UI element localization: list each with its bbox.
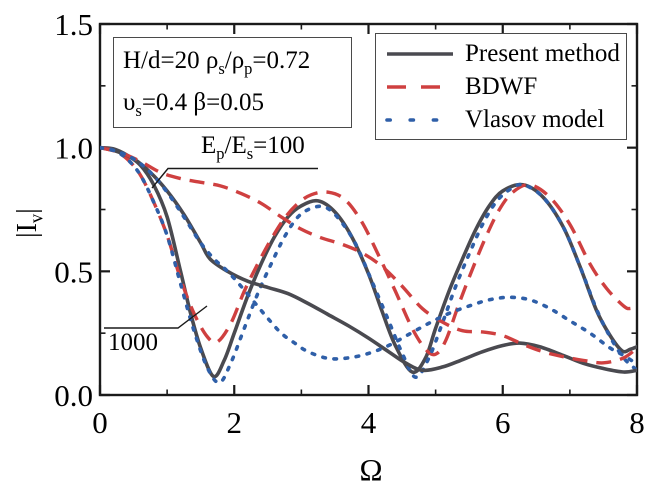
x-axis-title: Ω (359, 452, 383, 487)
x-tick-label: 6 (495, 405, 511, 440)
series-line-present-method-1000 (100, 145, 637, 379)
x-tick-label: 2 (227, 405, 243, 440)
series-line-vlasov-model-1000 (100, 145, 637, 385)
series-line-bdwf-1000 (100, 145, 637, 357)
legend-line-dashed-icon (387, 84, 453, 89)
series-line-vlasov-model-100 (100, 145, 637, 366)
series-line-present-method-100 (100, 145, 637, 374)
x-tick-label: 0 (92, 405, 108, 440)
legend-line-dotted-icon (385, 117, 455, 122)
curve-group-label-1000: 1000 (108, 329, 158, 356)
legend-label-vlasov-model: Vlasov model (465, 105, 605, 133)
y-tick-label: 1.0 (54, 131, 93, 166)
annotation-line-2: υs=0.4 β=0.05 (123, 89, 264, 120)
series-line-bdwf-100 (100, 146, 637, 365)
x-tick-label: 4 (361, 405, 377, 440)
legend-item-present-method: Present method (384, 37, 622, 70)
curve-group-label-ep-es-100: Ep/Es=100 (201, 132, 305, 163)
y-axis-title: |Iv| (12, 208, 47, 238)
legend-label-bdwf: BDWF (465, 72, 538, 100)
legend-item-bdwf: BDWF (384, 70, 622, 103)
axis-ticks (98, 22, 639, 397)
legend-label-present-method: Present method (465, 39, 620, 67)
leader-line-ep-es-100 (151, 167, 318, 189)
data-series (100, 145, 637, 385)
legend-item-vlasov-model: Vlasov model (384, 103, 622, 136)
annotation-line-1: H/d=20 ρs/ρp=0.72 (123, 47, 311, 78)
parameter-annotation-box: H/d=20 ρs/ρp=0.72 υs=0.4 β=0.05 (113, 37, 352, 128)
y-tick-label: 1.5 (54, 7, 93, 42)
legend-line-solid-icon (387, 51, 453, 56)
axis-tick-labels: 0 2 4 6 8 0.0 0.5 1.0 1.5 (54, 7, 645, 440)
x-tick-label: 8 (629, 405, 645, 440)
legend: Present method BDWF Vlasov model (375, 33, 627, 140)
y-tick-label: 0.5 (54, 254, 93, 289)
leader-line-1000 (104, 305, 208, 329)
y-tick-label: 0.0 (54, 378, 93, 413)
